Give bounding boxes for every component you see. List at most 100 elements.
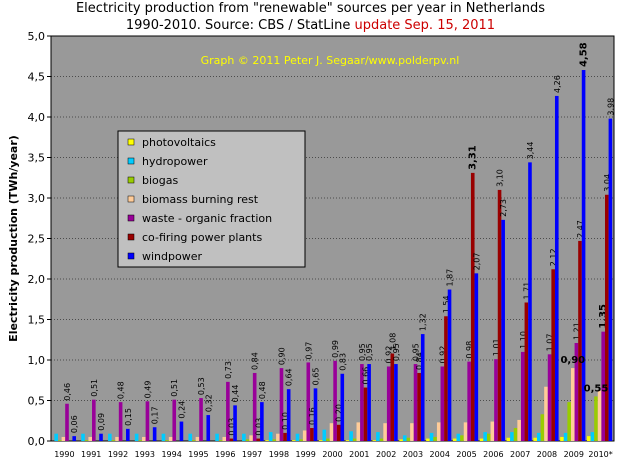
data-label: 0,46 [63,383,72,401]
x-tick-label: 2002 [376,450,396,459]
bar-photovoltaics [506,437,511,441]
bar-biomass-burning-rest [597,390,602,441]
credit-text: Graph © 2011 Peter J. Segaar/www.polderp… [201,54,460,67]
bar-co-firing-power-plants [336,424,341,441]
bar-biomass-burning-rest [302,430,307,441]
bar-biogas [540,414,545,441]
data-label: 3,98 [606,98,615,116]
bar-waste-organic-fraction [494,359,498,441]
bar-hydropower [376,432,380,441]
data-label: 0,73 [224,361,233,379]
bar-hydropower [215,433,219,441]
bar-co-firing-power-plants [578,240,582,441]
bar-windpower [179,421,184,441]
bar-co-firing-power-plants [390,353,395,441]
bar-biogas [460,435,464,441]
bar-biogas [379,438,384,441]
bar-waste-organic-fraction [92,399,96,441]
y-tick-label: 1,5 [28,314,46,327]
bar-windpower [233,405,237,441]
data-label-extra: 0,90 [560,355,585,366]
data-label: 1,35 [598,304,609,329]
data-label: 0,51 [90,379,99,397]
bar-biogas [272,439,277,441]
data-label: 0,16 [308,407,317,425]
legend-label: photovoltaics [142,136,216,149]
x-tick-label: 2009 [564,450,584,459]
data-label: 3,31 [468,145,479,170]
bar-waste-organic-fraction [333,360,337,441]
bar-waste-organic-fraction [520,351,525,441]
data-label: 0,65 [311,368,320,386]
bar-windpower [581,70,586,442]
bar-biogas [58,440,62,441]
data-label-extra: 0,55 [584,383,609,394]
bar-hydropower [322,429,327,441]
bar-co-firing-power-plants [283,432,287,441]
bar-hydropower [242,433,246,441]
bar-co-firing-power-plants [444,316,448,441]
data-label: 0,49 [143,380,152,398]
bar-photovoltaics [586,436,591,441]
legend-swatch [127,138,135,146]
data-label: 0,66 [362,367,371,385]
bar-biogas [111,440,116,441]
bar-windpower [394,364,398,441]
bar-biomass-burning-rest [61,436,66,441]
y-tick-label: 4,0 [28,111,46,124]
bar-windpower [313,388,318,441]
bar-waste-organic-fraction [172,399,177,441]
y-tick-label: 5,0 [28,30,46,43]
x-tick-label: 1993 [135,450,155,459]
y-tick-label: 4,5 [28,71,46,84]
bar-biomass-burning-rest [168,436,173,441]
bar-waste-organic-fraction [118,402,123,441]
x-tick-label: 2004 [430,450,450,459]
bar-windpower [367,364,371,441]
data-label: 1,08 [388,333,397,351]
data-label: 0,84 [415,352,424,370]
legend-swatch [127,214,135,222]
bar-biomass-burning-rest [356,422,361,441]
x-tick-label: 2006 [483,450,503,459]
x-tick-label: 1999 [296,450,316,459]
bar-windpower [474,273,479,441]
bar-hydropower [54,433,59,441]
bar-hydropower [268,432,273,441]
bar-biomass-burning-rest [436,422,441,441]
x-tick-label: 1998 [269,450,289,459]
data-label: 0,84 [251,352,260,370]
y-tick-label: 0,5 [28,395,46,408]
data-label: 0,06 [70,415,79,433]
y-tick-label: 2,5 [28,233,46,246]
x-tick-label: 1996 [215,450,235,459]
bar-waste-organic-fraction [601,331,605,441]
data-label: 0,95 [392,343,401,361]
data-label: 0,48 [117,381,126,399]
data-label: 1,71 [522,282,531,300]
legend-label: waste - organic fraction [142,212,272,225]
bar-hydropower [161,433,166,441]
bar-windpower [206,415,211,441]
bar-photovoltaics [560,436,564,441]
data-label: 0,99 [331,340,340,358]
bar-waste-organic-fraction [279,368,284,441]
data-label: 0,64 [285,368,294,386]
bar-biogas [138,440,143,441]
bar-waste-organic-fraction [413,364,418,441]
bar-co-firing-power-plants [604,194,609,441]
data-label: 1,87 [446,269,455,287]
bar-biogas [567,402,571,441]
data-label: 4,26 [553,75,562,93]
bar-waste-organic-fraction [306,362,311,441]
bar-hydropower [456,433,461,441]
bar-waste-organic-fraction [199,398,203,441]
data-label: 0,24 [177,401,186,419]
bar-waste-organic-fraction [145,401,150,441]
bar-biomass-burning-rest [570,368,575,441]
bar-photovoltaics [533,437,537,441]
legend-swatch [127,176,135,184]
bar-hydropower [590,432,595,441]
legend-label: hydropower [142,155,208,168]
